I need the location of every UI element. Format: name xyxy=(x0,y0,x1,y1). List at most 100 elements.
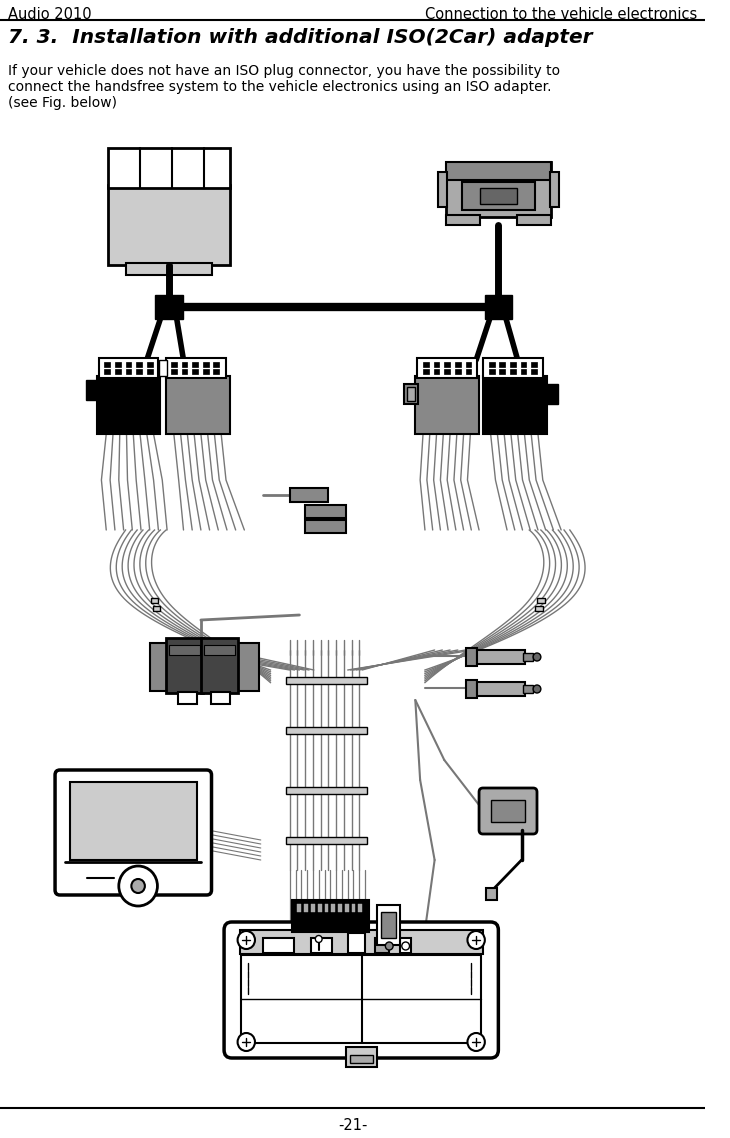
Bar xyxy=(237,643,259,691)
Bar xyxy=(550,172,559,207)
Bar xyxy=(407,387,415,401)
Bar xyxy=(544,384,558,404)
Bar xyxy=(182,362,188,366)
Bar xyxy=(531,369,537,374)
Text: connect the handsfree system to the vehicle electronics using an ISO adapter.: connect the handsfree system to the vehi… xyxy=(8,80,551,94)
Bar xyxy=(437,172,447,207)
Bar xyxy=(377,905,400,945)
Bar xyxy=(126,362,131,366)
Bar xyxy=(311,938,332,953)
Bar xyxy=(86,380,99,399)
Bar xyxy=(477,682,526,696)
Bar xyxy=(499,362,505,366)
Circle shape xyxy=(533,653,541,661)
Bar xyxy=(150,597,158,603)
Bar xyxy=(305,505,346,518)
Bar xyxy=(147,362,153,366)
FancyBboxPatch shape xyxy=(55,770,212,894)
Bar xyxy=(404,384,418,404)
Text: If your vehicle does not have an ISO plug connector, you have the possibility to: If your vehicle does not have an ISO plu… xyxy=(8,64,560,79)
Circle shape xyxy=(385,942,393,950)
Bar xyxy=(380,912,396,938)
Bar xyxy=(239,930,483,954)
Bar xyxy=(466,681,477,698)
Bar xyxy=(290,488,328,502)
Bar xyxy=(155,295,182,319)
Bar xyxy=(242,955,481,1044)
Bar xyxy=(115,369,120,374)
Bar xyxy=(137,362,142,366)
Bar xyxy=(423,369,429,374)
Text: Audio 2010: Audio 2010 xyxy=(8,7,91,22)
Bar xyxy=(213,362,219,366)
Bar xyxy=(488,369,494,374)
Bar xyxy=(485,295,512,319)
Bar xyxy=(150,643,171,691)
Bar xyxy=(286,677,367,684)
Circle shape xyxy=(315,935,322,942)
Text: -21-: -21- xyxy=(338,1118,367,1133)
Bar xyxy=(137,369,142,374)
Bar xyxy=(159,360,167,376)
Bar xyxy=(455,362,461,366)
Bar xyxy=(104,362,110,366)
Bar xyxy=(400,938,412,953)
FancyBboxPatch shape xyxy=(224,922,499,1058)
Bar xyxy=(69,782,197,860)
Bar xyxy=(466,362,472,366)
Bar xyxy=(423,362,429,366)
Bar xyxy=(96,376,161,434)
Bar xyxy=(358,904,362,912)
Bar xyxy=(491,800,526,822)
Bar xyxy=(169,645,200,655)
Bar xyxy=(203,369,209,374)
Bar xyxy=(350,1055,373,1063)
Bar xyxy=(345,904,349,912)
Bar xyxy=(446,215,480,225)
Bar xyxy=(325,904,328,912)
Bar xyxy=(446,162,550,180)
Circle shape xyxy=(402,942,410,950)
Text: (see Fig. below): (see Fig. below) xyxy=(8,96,117,110)
Bar xyxy=(171,369,177,374)
Bar xyxy=(153,607,161,611)
Bar xyxy=(286,787,367,794)
Bar xyxy=(166,376,230,434)
Bar xyxy=(192,369,198,374)
Bar xyxy=(311,904,315,912)
Bar xyxy=(177,692,197,704)
Bar xyxy=(520,369,526,374)
Bar xyxy=(318,904,322,912)
Bar xyxy=(523,685,533,693)
Bar xyxy=(347,933,365,953)
Bar xyxy=(108,185,230,265)
Bar xyxy=(418,358,477,378)
Circle shape xyxy=(237,931,255,949)
Text: Connection to the vehicle electronics: Connection to the vehicle electronics xyxy=(425,7,697,22)
Bar xyxy=(537,597,545,603)
Bar xyxy=(434,362,439,366)
Bar xyxy=(166,638,203,693)
Text: 7. 3.  Installation with additional ISO(2Car) adapter: 7. 3. Installation with additional ISO(2… xyxy=(8,28,592,47)
Circle shape xyxy=(533,685,541,693)
Bar xyxy=(510,369,516,374)
Bar xyxy=(488,362,494,366)
Bar xyxy=(520,362,526,366)
Bar xyxy=(182,369,188,374)
Bar xyxy=(477,650,526,663)
Bar xyxy=(510,362,516,366)
Circle shape xyxy=(131,879,145,893)
Bar xyxy=(201,638,237,693)
Circle shape xyxy=(119,866,158,906)
Bar xyxy=(286,838,367,844)
Bar xyxy=(455,369,461,374)
Bar xyxy=(203,362,209,366)
Bar xyxy=(286,727,367,734)
FancyBboxPatch shape xyxy=(479,787,537,834)
Bar xyxy=(115,362,120,366)
Bar xyxy=(466,648,477,666)
Bar xyxy=(126,369,131,374)
Bar xyxy=(535,607,543,611)
Bar xyxy=(480,188,517,204)
Bar xyxy=(210,692,230,704)
